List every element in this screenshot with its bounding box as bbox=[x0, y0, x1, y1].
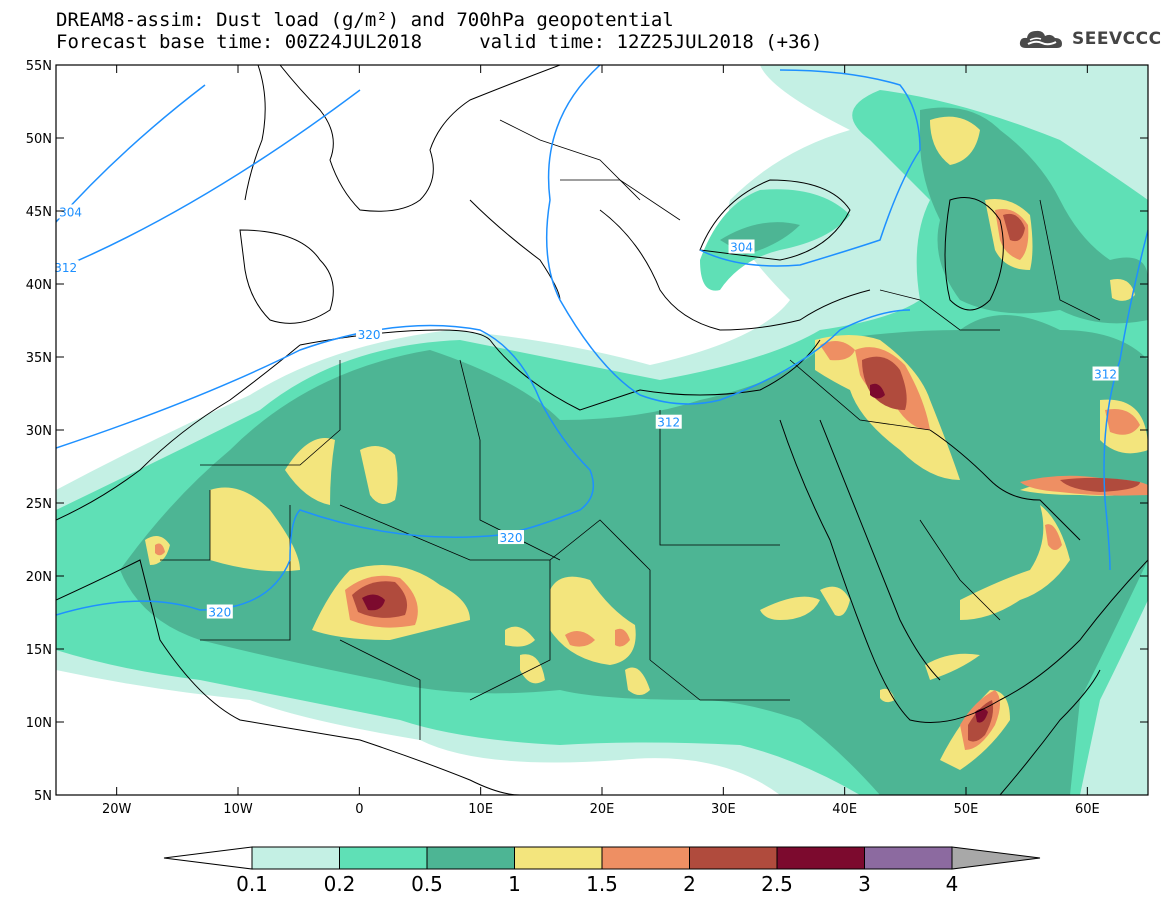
contour-304-west bbox=[56, 84, 206, 223]
cloud-icon bbox=[1019, 30, 1062, 48]
lat-tick-label: 50N bbox=[26, 132, 52, 147]
lat-tick-label: 10N bbox=[26, 716, 52, 731]
contour-labels: 304 312 304 320 312 320 320 312 bbox=[52, 204, 1119, 620]
contour-312-east bbox=[1103, 229, 1148, 571]
geopotential-contours bbox=[56, 65, 1148, 616]
colorbar-level-label: 1 bbox=[508, 872, 521, 896]
contour-304-east bbox=[699, 69, 921, 267]
coastlines bbox=[56, 65, 1148, 795]
contour-label: 320 bbox=[358, 328, 381, 342]
colorbar-level-label: 0.2 bbox=[324, 872, 356, 896]
coast-persian-gulf bbox=[929, 429, 1081, 541]
colorbar-level-label: 0.1 bbox=[236, 872, 268, 896]
contour-label: 312 bbox=[657, 416, 680, 430]
contour-label-bg bbox=[498, 530, 524, 545]
lon-tick-label: 60E bbox=[1075, 802, 1100, 817]
contour-label: 320 bbox=[500, 531, 523, 545]
axis-ticks: 20W 10W 0 10E 20E 30E 40E 50E 60E 55N 50N 45N 40N 35N… bbox=[26, 59, 1148, 817]
contour-label: 304 bbox=[59, 205, 82, 219]
dust-band-0.5-kazakh bbox=[920, 107, 1148, 324]
map-title: DREAM8-assim: Dust load (g/m²) and 700hP… bbox=[56, 9, 674, 31]
coast-italy bbox=[469, 199, 561, 301]
lon-tick-label: 10E bbox=[468, 802, 493, 817]
colorbar-swatch bbox=[864, 846, 953, 870]
lon-tick-label: 20W bbox=[102, 802, 132, 817]
colorbar-level-label: 4 bbox=[946, 872, 959, 896]
dust-band-2.5 bbox=[362, 383, 988, 723]
colorbar-level-label: 0.5 bbox=[411, 872, 443, 896]
lat-tick-label: 25N bbox=[26, 497, 52, 512]
contour-label-bg bbox=[655, 414, 682, 429]
contour-label-bg bbox=[57, 204, 84, 219]
coast-somalia bbox=[999, 669, 1101, 795]
lat-tick-label: 45N bbox=[26, 205, 52, 220]
colorbar-swatch bbox=[601, 846, 690, 870]
lon-tick-label: 50E bbox=[954, 802, 979, 817]
contour-label: 312 bbox=[54, 261, 77, 275]
colorbar-swatch bbox=[426, 846, 515, 870]
lon-tick-label: 40E bbox=[832, 802, 857, 817]
coast-france-north bbox=[279, 65, 561, 212]
colorbar-level-label: 3 bbox=[858, 872, 871, 896]
colorbar-level-label: 2 bbox=[683, 872, 696, 896]
colorbar-level-label: 1.5 bbox=[586, 872, 618, 896]
colorbar-swatch bbox=[776, 846, 865, 870]
contour-label-bg bbox=[728, 239, 755, 254]
contour-312-central bbox=[545, 65, 911, 405]
coast-red-sea-east bbox=[819, 419, 941, 681]
lat-tick-label: 5N bbox=[34, 789, 52, 804]
colorbar-swatch bbox=[251, 846, 340, 870]
coast-iberia bbox=[239, 229, 334, 324]
contour-label-bg bbox=[356, 327, 383, 342]
contour-312-west bbox=[56, 89, 361, 271]
contour-label: 312 bbox=[1094, 368, 1117, 382]
contour-label: 320 bbox=[208, 606, 231, 620]
dust-field bbox=[56, 65, 1148, 795]
contour-320 bbox=[56, 324, 595, 616]
contour-label-bg bbox=[1092, 366, 1119, 381]
contour-label-bg bbox=[52, 259, 79, 274]
lat-tick-label: 20N bbox=[26, 570, 52, 585]
lat-tick-label: 15N bbox=[26, 643, 52, 658]
coast-iberia-atlantic bbox=[244, 65, 266, 201]
colorbar-over-arrow bbox=[951, 846, 1041, 870]
colorbar-swatch bbox=[514, 846, 603, 870]
lat-tick-label: 30N bbox=[26, 424, 52, 439]
logo-text: SEEVCCC bbox=[1072, 29, 1162, 49]
coast-caspian bbox=[944, 197, 1004, 311]
colorbar-swatch bbox=[339, 846, 428, 870]
lon-tick-label: 30E bbox=[711, 802, 736, 817]
seevccc-logo: SEEVCCC bbox=[1018, 26, 1162, 52]
lat-tick-label: 40N bbox=[26, 278, 52, 293]
lon-tick-label: 10W bbox=[223, 802, 253, 817]
coast-west-africa-north bbox=[56, 344, 301, 521]
lon-tick-label: 20E bbox=[590, 802, 615, 817]
contour-label-bg bbox=[206, 604, 233, 619]
colorbar-swatch bbox=[689, 846, 778, 870]
coast-red-sea-arabia bbox=[779, 419, 1148, 723]
colorbar: 0.1 0.2 0.5 1 1.5 2 2.5 3 4 bbox=[163, 846, 1041, 896]
colorbar-level-label: 2.5 bbox=[761, 872, 793, 896]
map-subtitle-times: Forecast base time: 00Z24JUL2018 valid t… bbox=[56, 31, 823, 53]
coast-west-africa-south bbox=[56, 559, 521, 795]
coast-black-sea bbox=[699, 179, 851, 261]
lat-tick-label: 35N bbox=[26, 351, 52, 366]
coast-greece-turkey bbox=[599, 209, 871, 331]
colorbar-under-arrow bbox=[163, 846, 253, 870]
coast-libya-egypt bbox=[489, 339, 821, 411]
contour-label: 304 bbox=[730, 241, 753, 255]
lon-tick-label: 0 bbox=[355, 802, 363, 817]
lat-tick-label: 55N bbox=[26, 59, 52, 74]
